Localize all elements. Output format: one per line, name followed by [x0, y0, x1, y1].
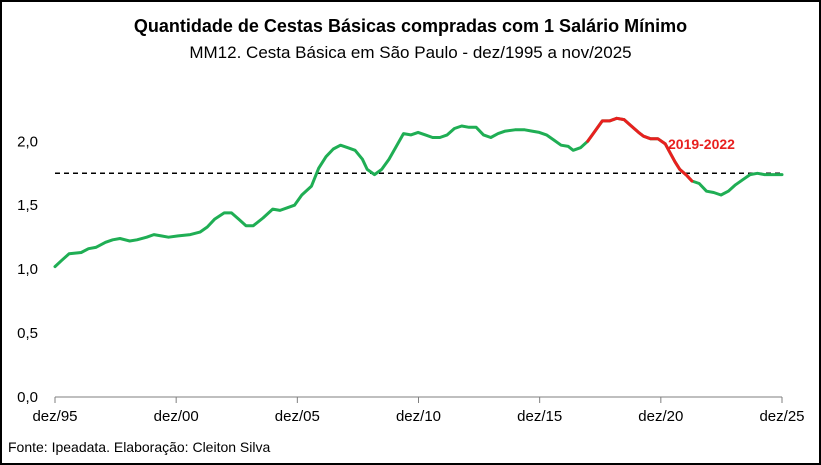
highlight-label: 2019-2022: [668, 136, 735, 152]
y-tick-label: 0,0: [17, 389, 38, 406]
x-tick-label: dez/10: [396, 408, 441, 425]
y-tick-label: 1,5: [17, 197, 38, 214]
x-tick-label: dez/05: [275, 408, 320, 425]
x-tick-label: dez/00: [154, 408, 199, 425]
chart-title: Quantidade de Cestas Básicas compradas c…: [133, 16, 688, 36]
x-tick-label: dez/25: [759, 408, 804, 425]
y-ticks: 0,0 0,5 1,0 1,5 2,0: [17, 133, 38, 406]
source-note: Fonte: Ipeadata. Elaboração: Cleiton Sil…: [8, 439, 271, 455]
x-ticks: dez/95 dez/00 dez/05 dez/10 dez/15 dez/20 dez/…: [32, 397, 805, 425]
x-tick-label: dez/15: [517, 408, 562, 425]
y-tick-label: 2,0: [17, 133, 38, 150]
y-tick-label: 1,0: [17, 261, 38, 278]
chart-subtitle: MM12. Cesta Básica em São Paulo - dez/19…: [189, 43, 632, 62]
x-tick-label: dez/20: [638, 408, 683, 425]
highlight-segment: [586, 116, 694, 183]
x-tick-label: dez/95: [32, 408, 77, 425]
y-tick-label: 0,5: [17, 325, 38, 342]
